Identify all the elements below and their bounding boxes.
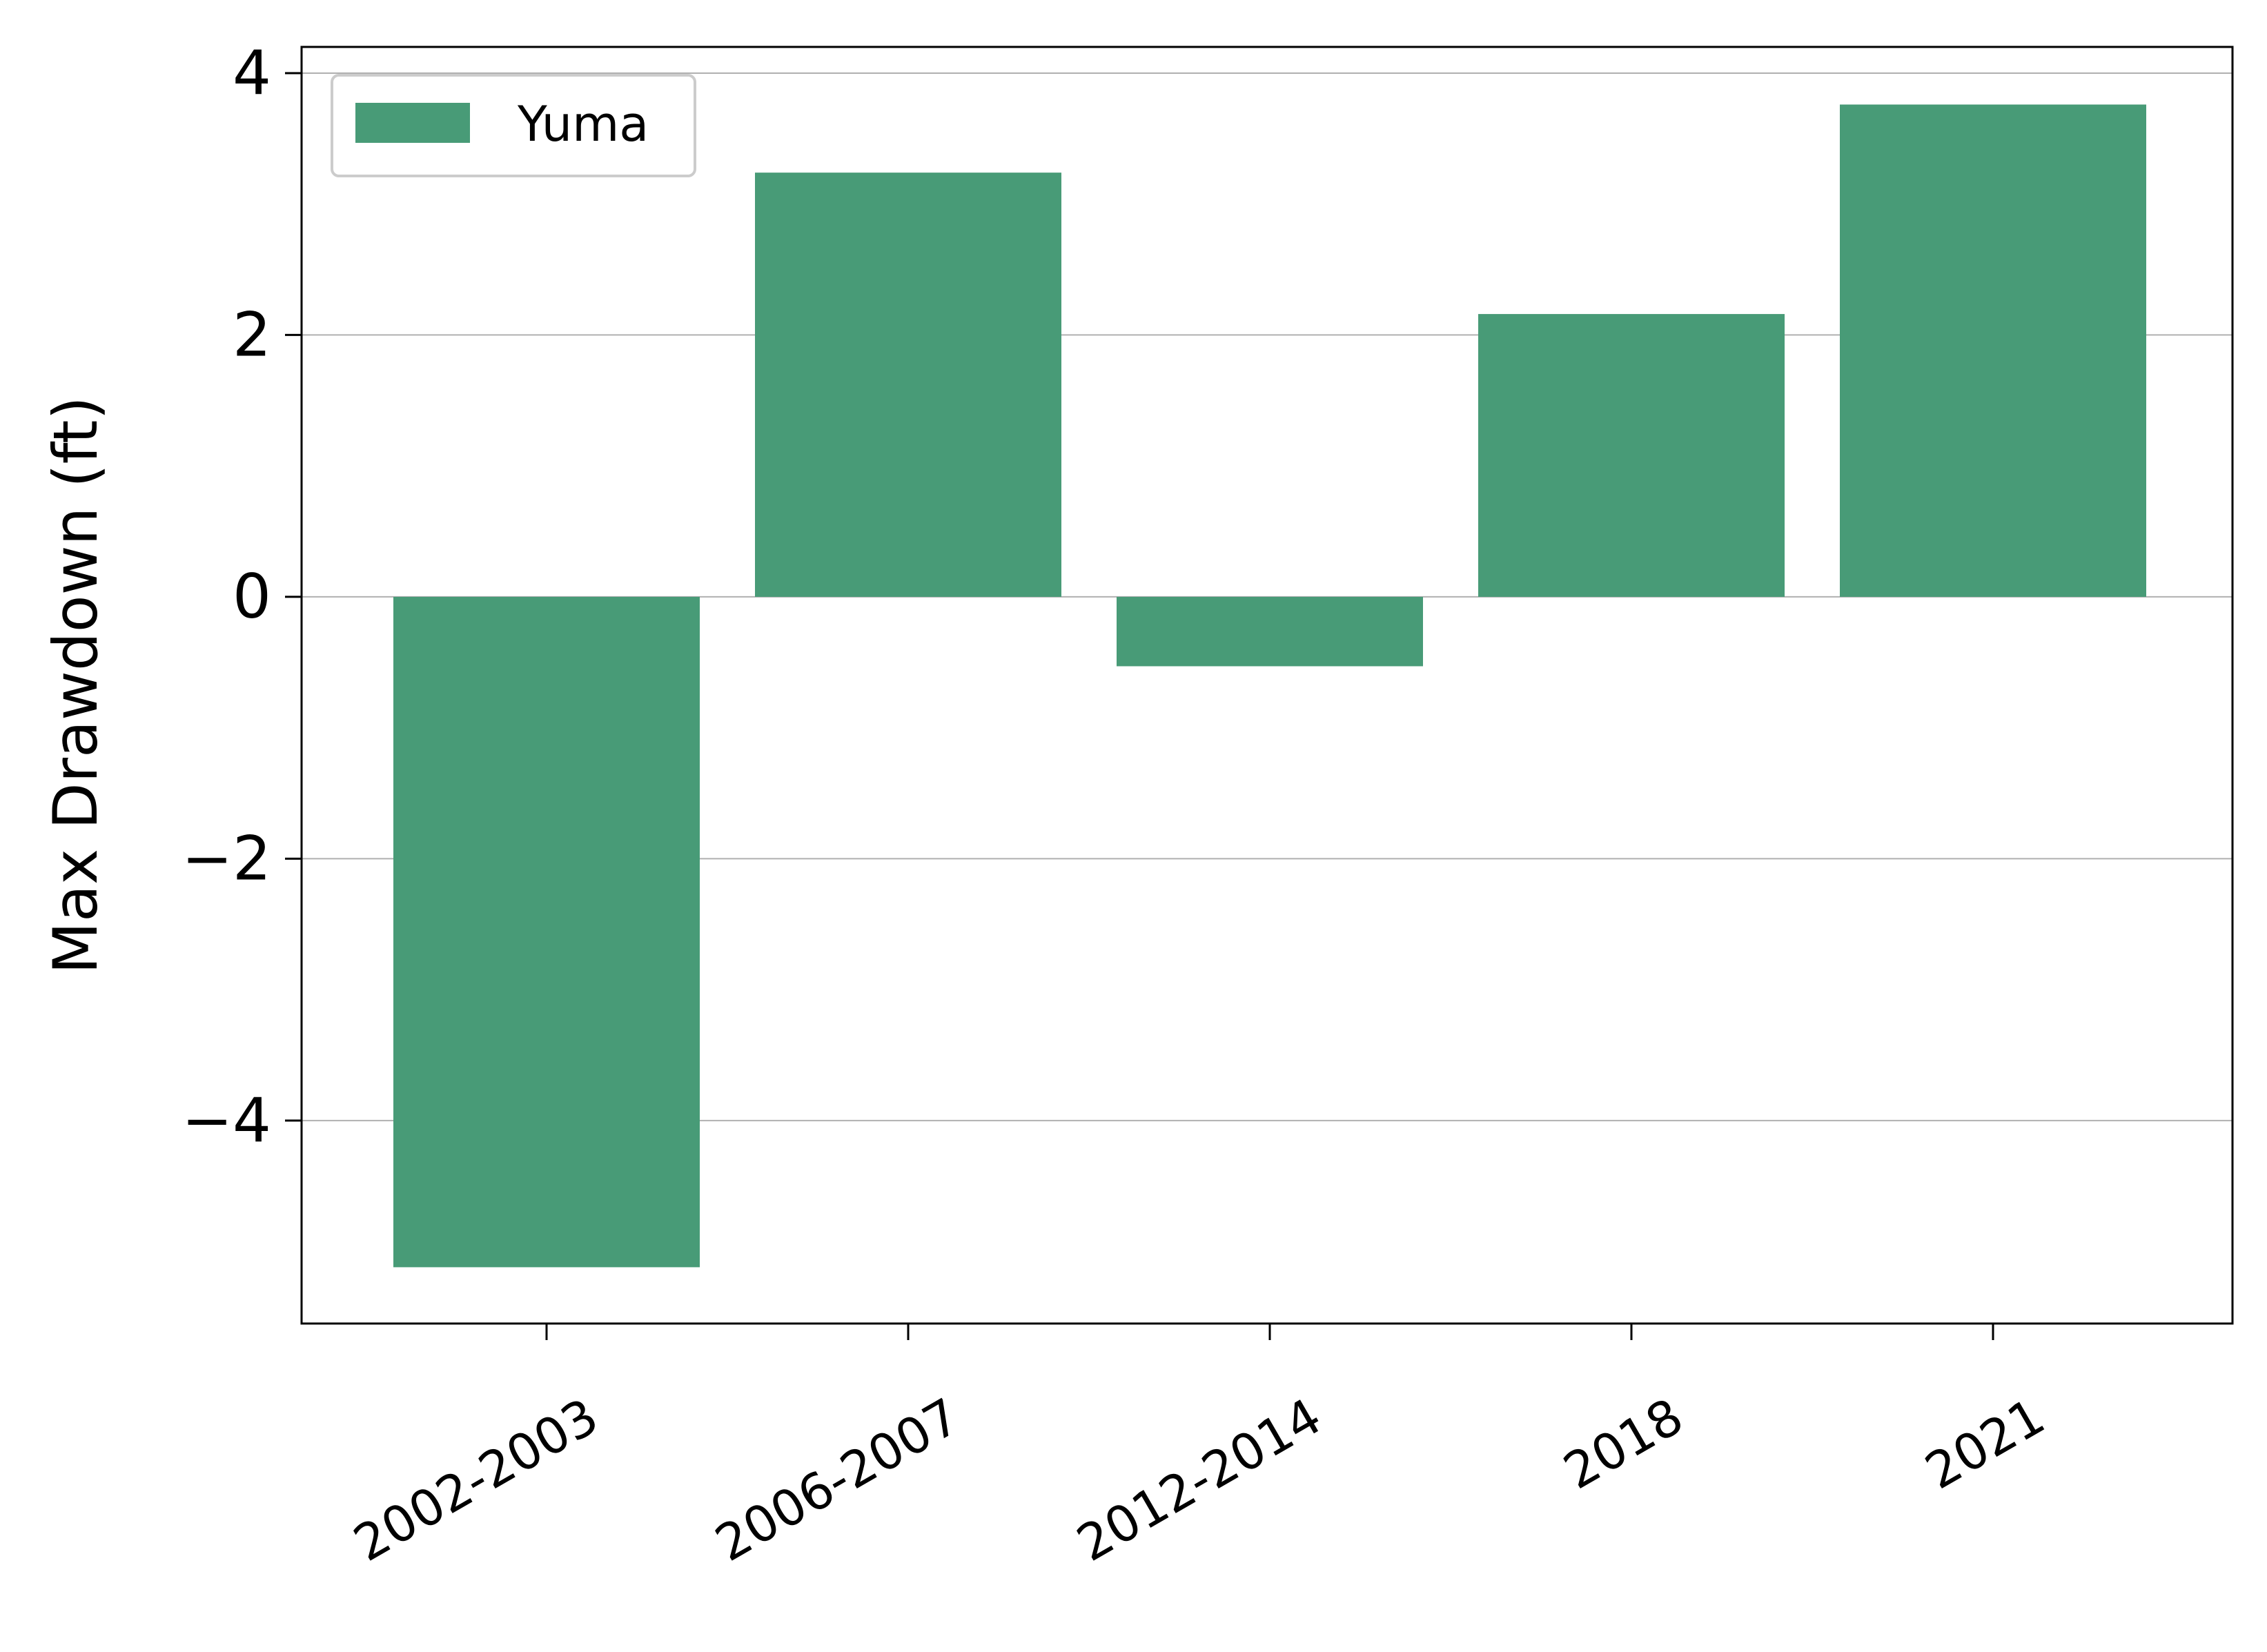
bar-2002-2003 (393, 596, 700, 1268)
bar-2018 (1478, 314, 1785, 597)
y-tick-label: 2 (233, 299, 271, 370)
y-tick-label: 0 (233, 561, 271, 632)
y-tick-label: −2 (181, 823, 271, 894)
y-tick-label: 4 (233, 37, 271, 108)
bar-2021 (1840, 104, 2146, 597)
y-axis: −4 −2 0 2 4 (181, 37, 302, 1156)
plot-frame (300, 46, 2234, 1325)
bar-2012-2014 (1117, 596, 1423, 667)
bars-layer (393, 104, 2146, 1268)
bar-2006-2007 (755, 173, 1061, 597)
x-tick-label: 2018 (1554, 1387, 1693, 1500)
legend-swatch (355, 103, 470, 143)
x-tick-label: 2012-2014 (1068, 1387, 1331, 1573)
y-tick-label: −4 (181, 1085, 271, 1156)
x-tick-label: 2021 (1916, 1387, 2054, 1500)
y-axis-label: Max Drawdown (ft) (40, 396, 111, 974)
x-axis: 2002-2003 2006-2007 2012-2014 2018 2021 (344, 1324, 2054, 1573)
x-tick-label: 2006-2007 (706, 1387, 970, 1573)
legend-label: Yuma (517, 96, 649, 153)
legend-box (331, 74, 696, 177)
x-tick-label: 2002-2003 (344, 1387, 608, 1573)
legend: Yuma (331, 74, 696, 177)
